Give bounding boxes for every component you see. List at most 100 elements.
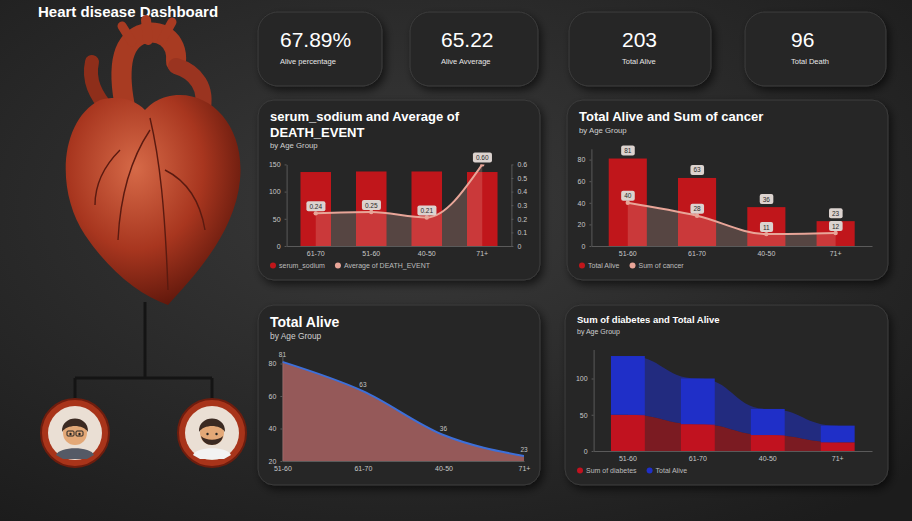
tick: 51-60 (619, 250, 637, 257)
dashboard-title: Heart disease Dashboard (38, 3, 218, 20)
tick-label: 80 (269, 360, 277, 367)
axis: 020406080 (578, 149, 592, 249)
tick-label: 60 (269, 393, 277, 400)
avatar-eye (78, 433, 80, 435)
tick-label: 61-70 (354, 465, 372, 472)
tick-label: 40 (269, 425, 277, 432)
connector-line (211, 378, 214, 400)
heart-artery (118, 130, 150, 240)
marker (833, 231, 837, 235)
data-label-box (417, 205, 436, 215)
chart-subtitle: by Age Group (270, 141, 318, 150)
tick-mark (589, 224, 591, 225)
tick-label: 71+ (830, 250, 842, 257)
legend-swatch (270, 263, 276, 269)
data-label: 23 (520, 446, 528, 453)
tick-mark (511, 192, 513, 193)
tick-label: 0 (517, 243, 521, 250)
axis: 61-7051-6040-5071+ (287, 247, 512, 257)
data-label-box (621, 146, 635, 156)
avatar-hair (62, 419, 88, 433)
axis: 050100 (576, 350, 594, 455)
tick-label: 80 (578, 156, 586, 163)
avatar-beard (201, 436, 223, 445)
data-label-box (306, 201, 325, 211)
tick: 100 (269, 188, 287, 195)
avatar-glasses (67, 431, 74, 436)
connector-line (75, 377, 212, 380)
tick-label: 40-50 (418, 250, 436, 257)
heart-vessel (122, 26, 132, 42)
tick-mark (280, 396, 282, 397)
tick: 60 (578, 178, 592, 185)
avatar (178, 399, 246, 467)
tick-mark (592, 415, 594, 416)
heart-illustration (66, 20, 241, 305)
line (282, 362, 524, 456)
legend-swatch (579, 263, 585, 269)
tick-mark (592, 451, 594, 452)
card (565, 305, 888, 485)
legend-swatch (335, 263, 341, 269)
data-label-box (690, 165, 704, 175)
tick: 0.6 (511, 161, 527, 168)
axis-line (283, 461, 525, 462)
tick: 61-70 (688, 250, 706, 257)
connector (75, 302, 212, 400)
kpi-value: 96 (791, 28, 814, 51)
tick-label: 51-60 (274, 465, 292, 472)
ribbon-column (821, 442, 855, 451)
marks (609, 159, 855, 246)
legend-label: Average of DEATH_EVENT (344, 262, 431, 270)
chart-title: Sum of diabetes and Total Alive (577, 314, 720, 325)
axis-line (287, 246, 512, 247)
tick: 0 (511, 243, 521, 250)
tick: 0.2 (511, 216, 527, 223)
data-label: 81 (624, 147, 632, 154)
axis: 00.10.20.30.40.50.6 (511, 161, 527, 250)
chart-title: Total Alive and Sum of cancer (579, 109, 763, 124)
tick-mark (280, 429, 282, 430)
data-label: 0.60 (476, 154, 489, 161)
avatar-glasses (76, 431, 83, 436)
card (569, 12, 711, 86)
data-label-box (690, 204, 704, 214)
data-label: 36 (763, 196, 771, 203)
heart-artery (150, 118, 168, 290)
data-label: 23 (832, 210, 840, 217)
tick-label: 71+ (832, 455, 844, 462)
tick-mark (511, 164, 513, 165)
avatar-shirt (193, 448, 231, 459)
kpi-value: 203 (622, 28, 657, 51)
data-label: 12 (832, 223, 840, 230)
tick-label: 0.1 (517, 229, 527, 236)
ribbon-column (681, 379, 715, 425)
data-label: 81 (279, 351, 287, 358)
tick-label: 51-60 (619, 455, 637, 462)
heart-vessel (162, 22, 172, 40)
tick-mark (285, 192, 287, 193)
tick-mark (511, 219, 513, 220)
data-label-box (473, 152, 492, 162)
tick: 51-60 (274, 465, 292, 472)
heart-artery (95, 150, 120, 205)
ribbon-column (611, 356, 645, 415)
tick-label: 0.2 (517, 216, 527, 223)
legend-item: Total Alive (579, 262, 620, 269)
marks (282, 362, 524, 461)
tick: 0.3 (511, 202, 527, 209)
connector-line (74, 378, 77, 400)
legend-swatch (577, 468, 583, 474)
tick-label: 0 (581, 243, 585, 250)
tick: 0.4 (511, 188, 527, 195)
kpi-label: Total Alive (622, 57, 656, 66)
tick: 40 (578, 200, 592, 207)
tick: 50 (273, 216, 287, 223)
tick-label: 40 (578, 200, 586, 207)
tick: 40-50 (757, 250, 775, 257)
data-label-box (362, 200, 381, 210)
tick-label: 61-70 (689, 455, 707, 462)
tick: 0 (581, 243, 591, 250)
tick-mark (280, 364, 282, 365)
tick-mark (592, 379, 594, 380)
